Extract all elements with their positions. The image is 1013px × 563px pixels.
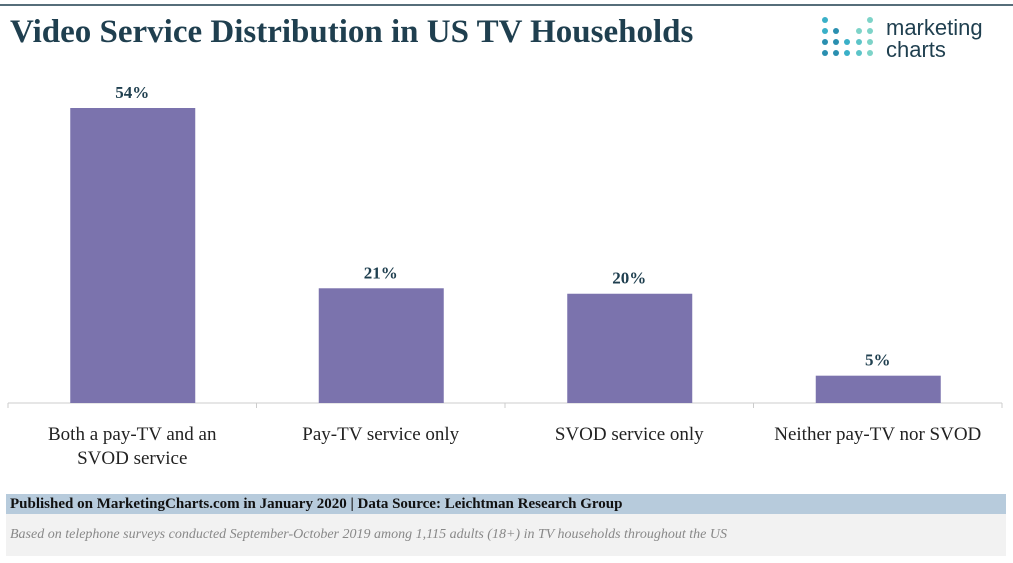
value-label: 54% [115,83,149,102]
x-tick-label: Pay-TV service only [302,424,460,445]
value-label: 20% [612,269,646,288]
logo-text: charts [886,37,946,62]
bar [815,375,941,403]
logo-text: marketing [886,15,983,40]
bar [567,293,693,403]
x-tick-label: SVOD service only [554,424,704,445]
bar [318,288,444,403]
chart-title: Video Service Distribution in US TV Hous… [10,14,694,50]
note: Based on telephone surveys conducted Sep… [6,514,1006,556]
value-label: 5% [865,351,891,370]
logo-dots [822,17,873,56]
value-label: 21% [364,263,398,282]
x-tick-label: Both a pay-TV and an SVOD service [48,424,217,469]
bar [70,108,196,403]
source: Published on MarketingCharts.com in Janu… [6,494,1006,514]
x-tick-label: Neither pay-TV nor SVOD [774,424,982,445]
